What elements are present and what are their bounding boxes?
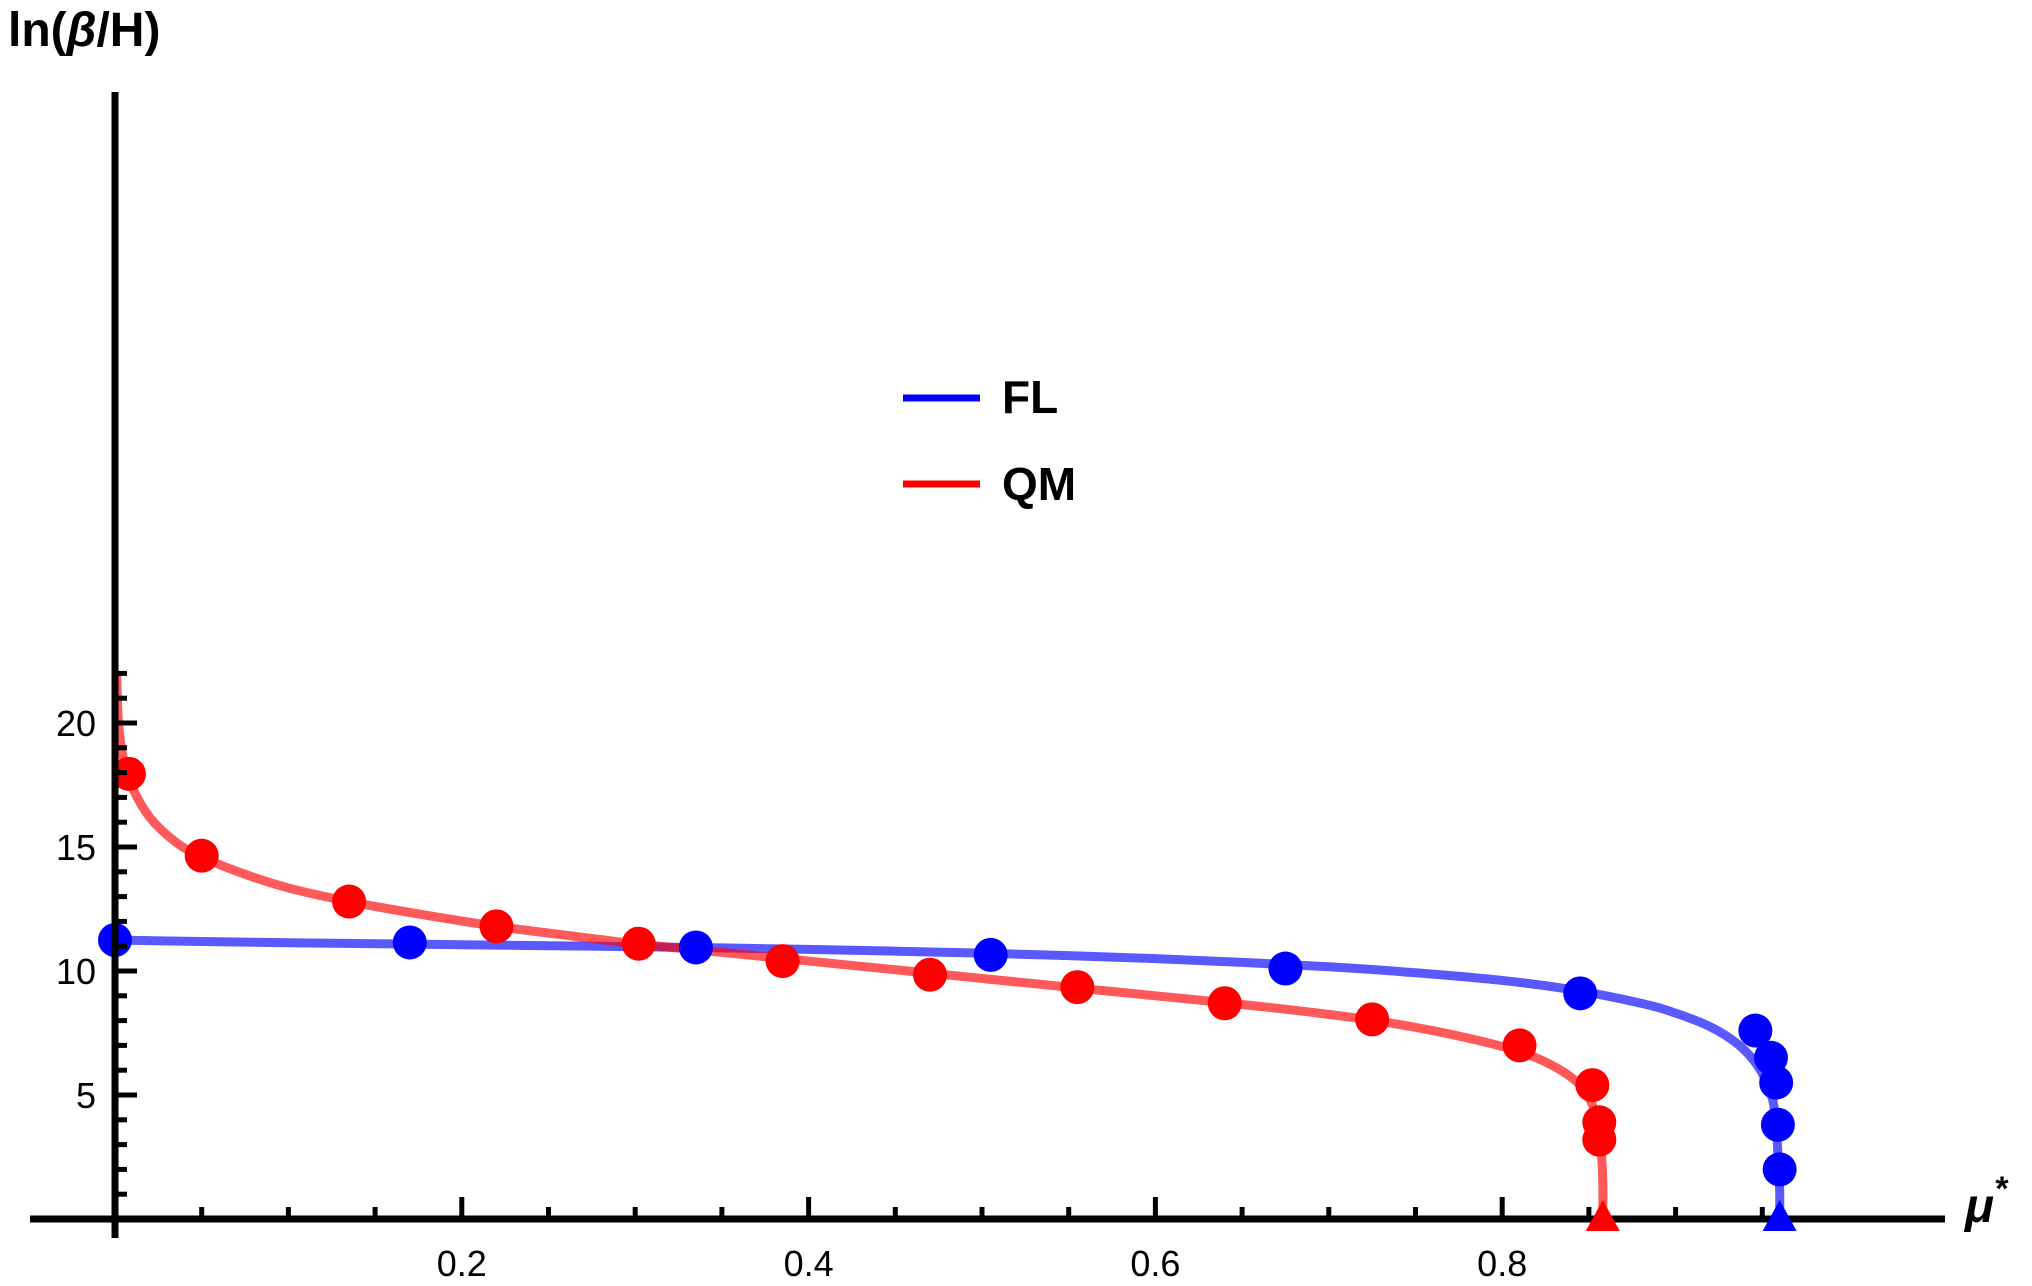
data-point-qm: [912, 957, 947, 992]
data-point-fl: [1268, 951, 1303, 986]
data-points: [98, 756, 1797, 1187]
legend-item-qm: QM: [903, 458, 1076, 510]
tick-labels: 0.2 0.4 0.6 0.8 5 10 15 20: [56, 703, 1527, 1284]
plot-area: [98, 671, 1797, 1224]
endpoint-markers: [1585, 1200, 1797, 1231]
data-point-fl: [392, 925, 427, 960]
legend-item-fl: FL: [903, 371, 1058, 423]
data-point-fl: [1760, 1107, 1795, 1142]
data-point-qm: [184, 838, 219, 873]
x-tick-label: 0.8: [1477, 1243, 1527, 1284]
legend-label-fl: FL: [1002, 371, 1058, 423]
major-ticks: [115, 720, 1505, 1219]
data-point-qm: [111, 756, 146, 791]
data-point-qm: [479, 909, 514, 944]
legend-label-qm: QM: [1002, 458, 1076, 510]
curves: [110, 671, 1785, 1224]
endpoint-marker-fl: [1762, 1200, 1797, 1231]
y-tick-label: 20: [56, 703, 96, 744]
data-point-fl: [973, 937, 1008, 972]
data-point-fl: [1759, 1065, 1794, 1100]
y-tick-label: 5: [76, 1075, 96, 1116]
series-line-fl: [110, 935, 1785, 1224]
endpoint-marker-qm: [1585, 1200, 1620, 1231]
data-point-qm: [1207, 986, 1242, 1021]
data-point-qm: [765, 944, 800, 979]
x-tick-label: 0.2: [437, 1243, 487, 1284]
legend: FL QM: [903, 371, 1076, 510]
data-point-qm: [621, 926, 656, 961]
data-point-qm: [332, 884, 367, 919]
data-point-qm: [1575, 1068, 1610, 1103]
x-tick-label: 0.6: [1130, 1243, 1180, 1284]
x-axis-title: μ*: [1963, 1170, 2009, 1233]
y-axis-title: ln(β/H): [8, 4, 160, 57]
data-point-qm: [1355, 1002, 1390, 1037]
data-point-fl: [1762, 1152, 1797, 1187]
data-point-qm: [1502, 1028, 1537, 1063]
data-point-qm: [1060, 970, 1095, 1005]
data-point-fl: [1563, 976, 1598, 1011]
y-tick-label: 10: [56, 951, 96, 992]
data-point-fl: [1738, 1013, 1773, 1048]
data-point-qm: [1582, 1122, 1617, 1157]
data-point-fl: [678, 930, 713, 965]
minor-ticks: [115, 670, 1765, 1219]
axes: 0.2 0.4 0.6 0.8 5 10 15 20: [30, 92, 1945, 1284]
y-tick-label: 15: [56, 827, 96, 868]
x-tick-label: 0.4: [784, 1243, 834, 1284]
